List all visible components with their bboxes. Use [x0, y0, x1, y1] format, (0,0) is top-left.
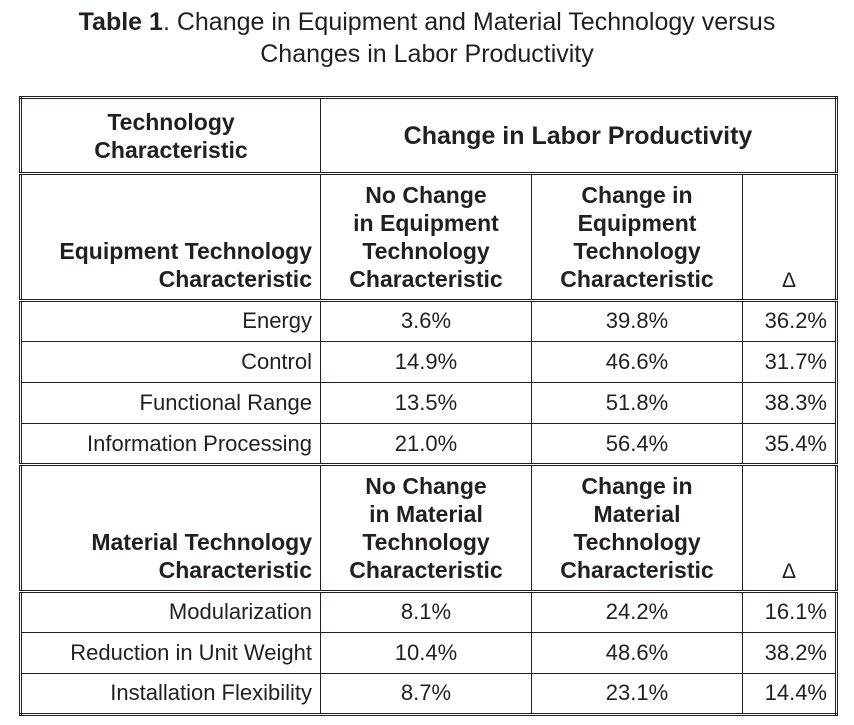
material-subheader-row: Material Technology Characteristic No Ch…	[20, 464, 837, 593]
delta-value: 31.7%	[742, 340, 837, 383]
header-line: Characteristic	[560, 265, 714, 292]
header-line: Technology	[362, 528, 490, 555]
header-line: Material	[593, 500, 681, 527]
change-value: 46.6%	[531, 340, 743, 383]
caption-label: Table 1	[78, 8, 163, 36]
change-value: 39.8%	[531, 299, 743, 342]
row-label: Information Processing	[20, 423, 321, 467]
header-line: Equipment	[577, 209, 697, 236]
row-label: Control	[20, 340, 321, 383]
material-change-header: Change in Material Technology Characteri…	[531, 464, 743, 593]
material-heading: Material Technology Characteristic	[20, 464, 321, 593]
delta-value: 36.2%	[742, 299, 837, 342]
header-change-labor-productivity: Change in Labor Productivity	[320, 96, 837, 176]
no-change-value: 21.0%	[320, 423, 532, 467]
equipment-no-change-header: No Change in Equipment Technology Charac…	[320, 173, 532, 302]
no-change-value: 8.1%	[320, 590, 532, 633]
delta-value: 16.1%	[742, 590, 837, 633]
table-caption: Table 1. Change in Equipment and Materia…	[0, 6, 854, 70]
change-value: 51.8%	[531, 381, 743, 425]
header-line: in Equipment	[353, 209, 499, 236]
header-line: No Change	[365, 472, 487, 499]
header-line: Technology	[573, 528, 701, 555]
equipment-change-header: Change in Equipment Technology Character…	[531, 173, 743, 302]
productivity-table: Technology Characteristic Change in Labo…	[19, 96, 838, 716]
delta-value: 35.4%	[742, 423, 837, 467]
table-row: Reduction in Unit Weight 10.4% 48.6% 38.…	[20, 631, 837, 674]
caption-title-part-2: Changes in Labor Productivity	[260, 40, 594, 68]
delta-value: 38.2%	[742, 631, 837, 674]
caption-line-1: Table 1. Change in Equipment and Materia…	[0, 6, 854, 38]
header-tech-line-2: Characteristic	[94, 136, 248, 163]
table-row: Modularization 8.1% 24.2% 16.1%	[20, 590, 837, 633]
no-change-value: 8.7%	[320, 672, 532, 716]
table-row: Installation Flexibility 8.7% 23.1% 14.4…	[20, 672, 837, 716]
no-change-value: 3.6%	[320, 299, 532, 342]
header-line: Characteristic	[349, 265, 503, 292]
table-row: Information Processing 21.0% 56.4% 35.4%	[20, 423, 837, 467]
no-change-value: 14.9%	[320, 340, 532, 383]
header-line: Technology	[362, 237, 490, 264]
header-line: Change in	[581, 472, 693, 499]
table-row: Functional Range 13.5% 51.8% 38.3%	[20, 381, 837, 425]
header-line: Change in	[581, 181, 693, 208]
header-line: No Change	[365, 181, 487, 208]
change-value: 48.6%	[531, 631, 743, 674]
equipment-heading-line-2: Characteristic	[158, 265, 312, 292]
caption-title-part-1: . Change in Equipment and Material Techn…	[162, 8, 776, 36]
header-line: Technology	[573, 237, 701, 264]
delta-value: 38.3%	[742, 381, 837, 425]
material-delta-header: Δ	[742, 464, 837, 593]
table-row: Energy 3.6% 39.8% 36.2%	[20, 299, 837, 342]
change-value: 23.1%	[531, 672, 743, 716]
equipment-delta-header: Δ	[742, 173, 837, 302]
row-label: Modularization	[20, 590, 321, 633]
change-value: 24.2%	[531, 590, 743, 633]
header-tech-line-1: Technology	[107, 108, 235, 135]
delta-value: 14.4%	[742, 672, 837, 716]
material-heading-line-1: Material Technology	[91, 528, 312, 555]
equipment-subheader-row: Equipment Technology Characteristic No C…	[20, 173, 837, 302]
equipment-heading-line-1: Equipment Technology	[59, 237, 312, 264]
header-line: Characteristic	[560, 556, 714, 583]
header-line: in Material	[369, 500, 483, 527]
material-no-change-header: No Change in Material Technology Charact…	[320, 464, 532, 593]
row-label: Functional Range	[20, 381, 321, 425]
table-header-row: Technology Characteristic Change in Labo…	[20, 96, 837, 176]
header-line: Characteristic	[349, 556, 503, 583]
equipment-heading: Equipment Technology Characteristic	[20, 173, 321, 302]
change-value: 56.4%	[531, 423, 743, 467]
table-row: Control 14.9% 46.6% 31.7%	[20, 340, 837, 383]
row-label: Energy	[20, 299, 321, 342]
header-technology-characteristic: Technology Characteristic	[20, 96, 321, 176]
material-heading-line-2: Characteristic	[158, 556, 312, 583]
no-change-value: 10.4%	[320, 631, 532, 674]
row-label: Reduction in Unit Weight	[20, 631, 321, 674]
no-change-value: 13.5%	[320, 381, 532, 425]
row-label: Installation Flexibility	[20, 672, 321, 716]
